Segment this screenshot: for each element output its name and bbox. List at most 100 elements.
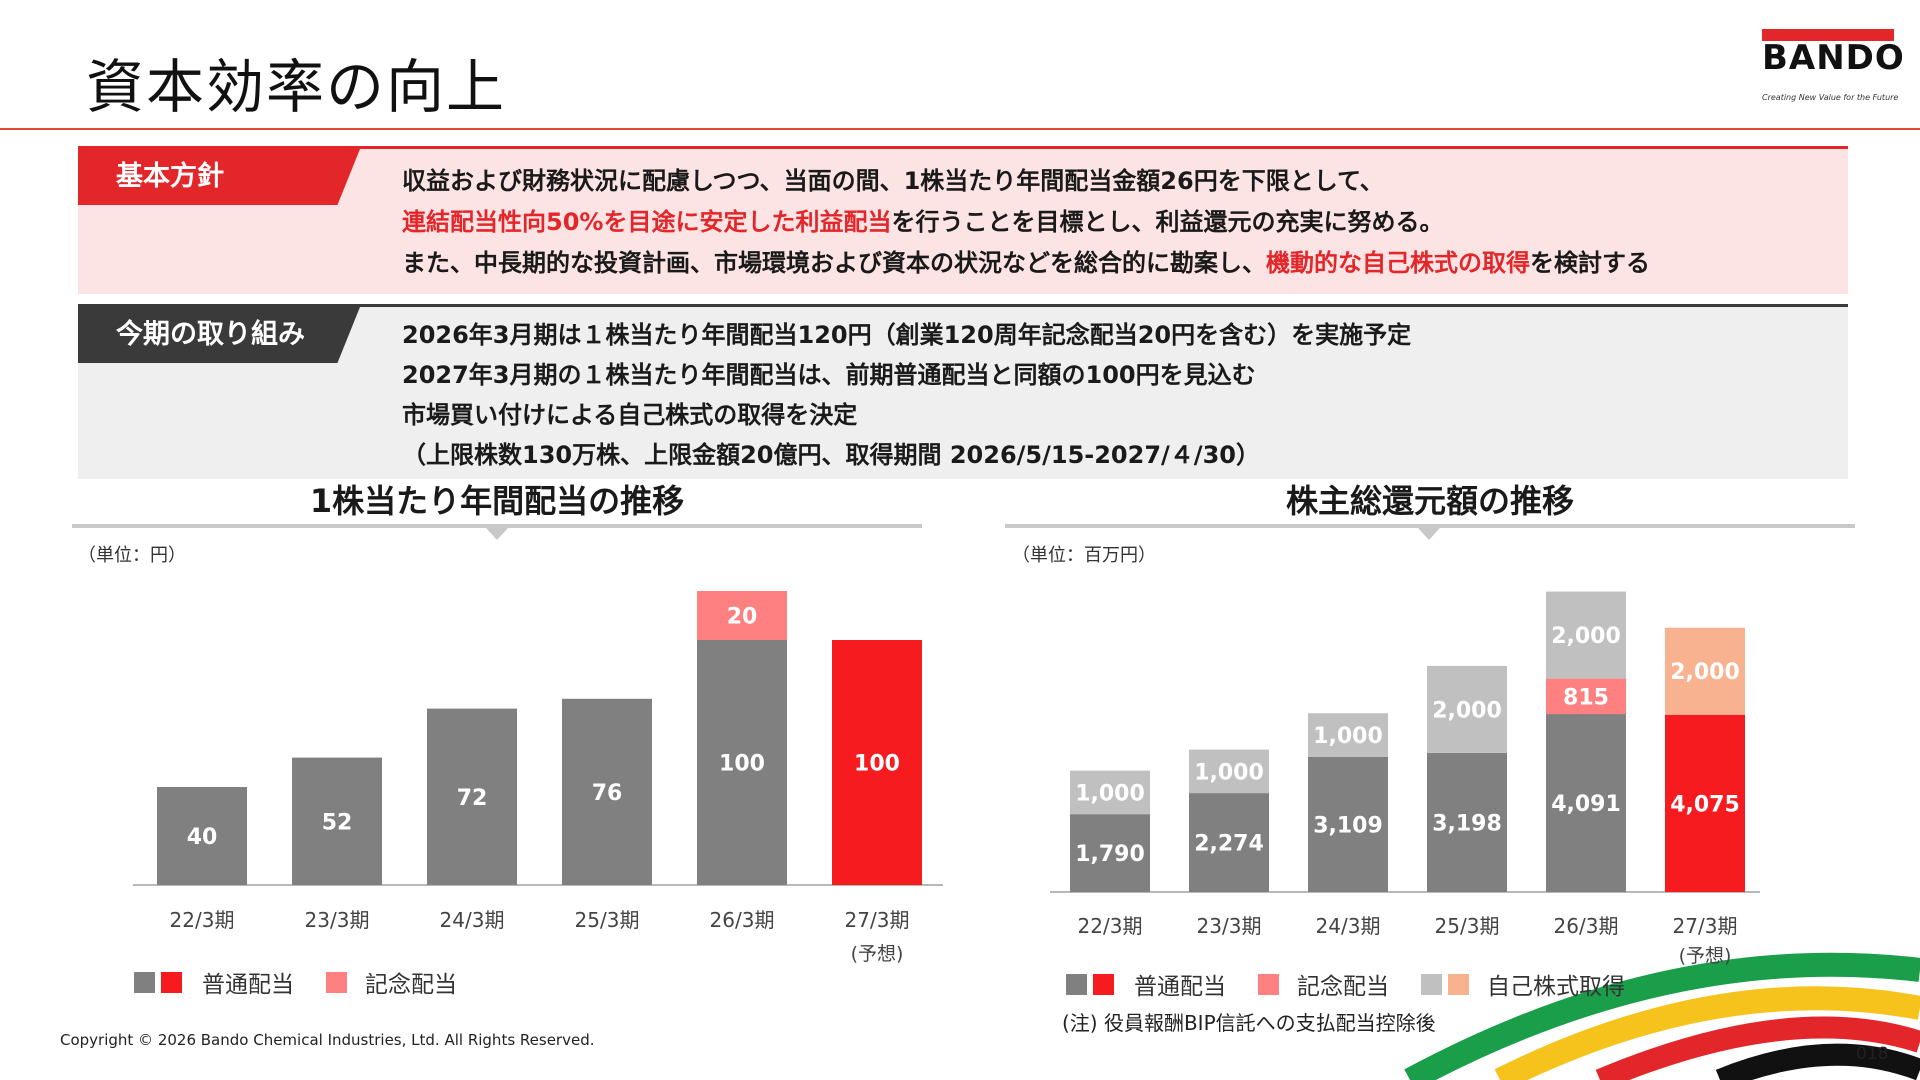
tick-label-4: 26/3期 bbox=[710, 908, 775, 932]
policy-panel: 基本方針 収益および財務状況に配慮しつつ、当面の間、1株当たり年間配当金額26円… bbox=[78, 146, 1848, 294]
legend-label-regular: 普通配当 bbox=[202, 972, 294, 998]
legend-label-commemorative: 記念配当 bbox=[1297, 974, 1389, 1000]
bar-regular-4 bbox=[697, 640, 787, 885]
label-regular-0: 1,790 bbox=[1075, 842, 1145, 867]
bar-regular-2 bbox=[1308, 756, 1388, 892]
legend-label-regular: 普通配当 bbox=[1134, 974, 1226, 1000]
tick-sublabel-5: (予想) bbox=[1679, 945, 1732, 967]
legend-swatch-pink bbox=[1258, 973, 1279, 995]
tick-label-0: 22/3期 bbox=[170, 908, 235, 932]
bar-regular-2 bbox=[427, 708, 517, 885]
tick-label-5: 27/3期 bbox=[845, 908, 910, 932]
label-buyback-3: 2,000 bbox=[1432, 698, 1502, 723]
dividend-chart-title: 1株当たり年間配当の推移 bbox=[309, 482, 685, 520]
actions-line-3: 市場買い付けによる自己株式の取得を決定 bbox=[402, 401, 858, 429]
actions-line-1: 2026年3月期は１株当たり年間配当120円（創業120周年記念配当20円を含む… bbox=[402, 321, 1412, 349]
footnote: (注) 役員報酬BIP信託への支払配当控除後 bbox=[1062, 1011, 1436, 1035]
decorative-swoosh bbox=[1404, 952, 1920, 1080]
legend-swatch-red bbox=[161, 971, 182, 993]
label-buyback-1: 1,000 bbox=[1194, 760, 1264, 785]
bar-buyback-4 bbox=[1546, 591, 1626, 679]
bar-regular-1 bbox=[292, 757, 382, 885]
logo-tagline: Creating New Value for the Future bbox=[1762, 93, 1899, 102]
actions-panel: 今期の取り組み 2026年3月期は１株当たり年間配当120円（創業120周年記念… bbox=[78, 304, 1848, 479]
label-regular-5: 100 bbox=[854, 752, 900, 777]
label-buyback-0: 1,000 bbox=[1075, 781, 1145, 806]
tick-label-4: 26/3期 bbox=[1554, 914, 1619, 938]
page-number: 018 bbox=[1856, 1044, 1889, 1064]
return-chart-rule bbox=[1005, 524, 1855, 528]
return-chart: 1,790 1,000 22/3期 2,274 1,000 23/3期 3,109 1,000… bbox=[1050, 591, 1760, 967]
policy-line-2-rest: を行うことを目標とし、利益還元の充実に努める。 bbox=[891, 208, 1444, 236]
policy-line-2: 連結配当性向50%を目途に安定した利益配当を行うことを目標とし、利益還元の充実に… bbox=[402, 202, 1443, 237]
bar-buyback-3 bbox=[1427, 665, 1507, 753]
actions-line-2: 2027年3月期の１株当たり年間配当は、前期普通配当と同額の100円を見込む bbox=[402, 361, 1256, 389]
bar-commemorative-4 bbox=[1546, 678, 1626, 715]
tick-label-3: 25/3期 bbox=[575, 908, 640, 932]
policy-line-3: また、中長期的な投資計画、市場環境および資本の状況などを総合的に勘案し、機動的な… bbox=[402, 243, 1650, 278]
tick-sublabel-5: (予想) bbox=[851, 943, 904, 965]
tick-label-3: 25/3期 bbox=[1435, 914, 1500, 938]
bar-regular-5 bbox=[832, 640, 922, 885]
tick-label-2: 24/3期 bbox=[440, 908, 505, 932]
label-regular-2: 72 bbox=[457, 786, 488, 811]
dividend-chart-unit: （単位：円） bbox=[78, 545, 186, 566]
return-legend: 普通配当 記念配当 自己株式取得 bbox=[1066, 967, 1625, 1001]
page-title: 資本効率の向上 bbox=[86, 53, 507, 121]
label-regular-1: 2,274 bbox=[1194, 832, 1264, 857]
label-regular-4: 4,091 bbox=[1551, 792, 1621, 817]
policy-highlight-2: 機動的な自己株式の取得 bbox=[1266, 249, 1530, 277]
legend-label-buyback: 自己株式取得 bbox=[1487, 974, 1625, 1000]
dividend-legend: 普通配当 記念配当 bbox=[134, 965, 457, 999]
return-chart-unit: （単位：百万円） bbox=[1012, 545, 1156, 566]
bar-regular-5 bbox=[1665, 714, 1745, 892]
legend-swatch-gray bbox=[1066, 973, 1087, 995]
logo-bar bbox=[1762, 29, 1894, 41]
title-divider bbox=[0, 128, 1920, 130]
tick-label-2: 24/3期 bbox=[1316, 914, 1381, 938]
bar-regular-3 bbox=[1427, 752, 1507, 892]
policy-tab: 基本方針 bbox=[78, 149, 360, 205]
bar-regular-1 bbox=[1189, 793, 1269, 892]
label-commemorative-4: 815 bbox=[1563, 685, 1609, 710]
bando-logo: BANDO bbox=[1762, 38, 1905, 78]
return-chart-title: 株主総還元額の推移 bbox=[1285, 482, 1574, 520]
dividend-chart-rule bbox=[72, 524, 922, 528]
legend-swatch-lightgray bbox=[1421, 973, 1442, 995]
dividend-chart: 40 22/3期 52 23/3期 72 24/3期 76 25/3期 100 20 26/3期 10… bbox=[133, 591, 943, 965]
policy-line-3-a: また、中長期的な投資計画、市場環境および資本の状況などを総合的に勘案し、 bbox=[402, 249, 1266, 277]
legend-label-commemorative: 記念配当 bbox=[365, 972, 457, 998]
policy-line-1: 収益および財務状況に配慮しつつ、当面の間、1株当たり年間配当金額26円を下限とし… bbox=[402, 167, 1384, 195]
tick-label-1: 23/3期 bbox=[305, 908, 370, 932]
label-regular-4: 100 bbox=[719, 752, 765, 777]
label-regular-2: 3,109 bbox=[1313, 813, 1383, 838]
legend-swatch-peach bbox=[1448, 973, 1469, 995]
tick-label-0: 22/3期 bbox=[1078, 914, 1143, 938]
bar-commemorative-4 bbox=[697, 591, 787, 640]
policy-highlight-1: 連結配当性向50%を目途に安定した利益配当 bbox=[402, 208, 892, 236]
copyright: Copyright © 2026 Bando Chemical Industri… bbox=[60, 1031, 595, 1049]
label-regular-1: 52 bbox=[322, 810, 353, 835]
actions-line-4: （上限株数130万株、上限金額20億円、取得期間 2026/5/15-2027/… bbox=[402, 441, 1260, 469]
tick-label-1: 23/3期 bbox=[1197, 914, 1262, 938]
legend-swatch-pink bbox=[326, 971, 347, 993]
label-regular-5: 4,075 bbox=[1670, 792, 1740, 817]
bar-buyback-2 bbox=[1308, 713, 1388, 757]
bar-buyback-5 bbox=[1665, 627, 1745, 715]
legend-swatch-gray bbox=[134, 971, 155, 993]
policy-line-3-b: を検討する bbox=[1530, 249, 1650, 277]
tick-label-5: 27/3期 bbox=[1673, 914, 1738, 938]
legend-swatch-red bbox=[1093, 973, 1114, 995]
bar-buyback-0 bbox=[1070, 770, 1150, 815]
bar-regular-0 bbox=[157, 787, 247, 885]
label-buyback-4: 2,000 bbox=[1551, 624, 1621, 649]
label-commemorative-4: 20 bbox=[727, 605, 758, 630]
bar-regular-4 bbox=[1546, 714, 1626, 892]
label-buyback-5: 2,000 bbox=[1670, 660, 1740, 685]
bar-regular-3 bbox=[562, 698, 652, 885]
label-regular-3: 3,198 bbox=[1432, 811, 1502, 836]
bar-regular-0 bbox=[1070, 814, 1150, 892]
label-buyback-2: 1,000 bbox=[1313, 724, 1383, 749]
label-regular-0: 40 bbox=[187, 825, 218, 850]
return-chart-notch bbox=[1418, 528, 1440, 540]
